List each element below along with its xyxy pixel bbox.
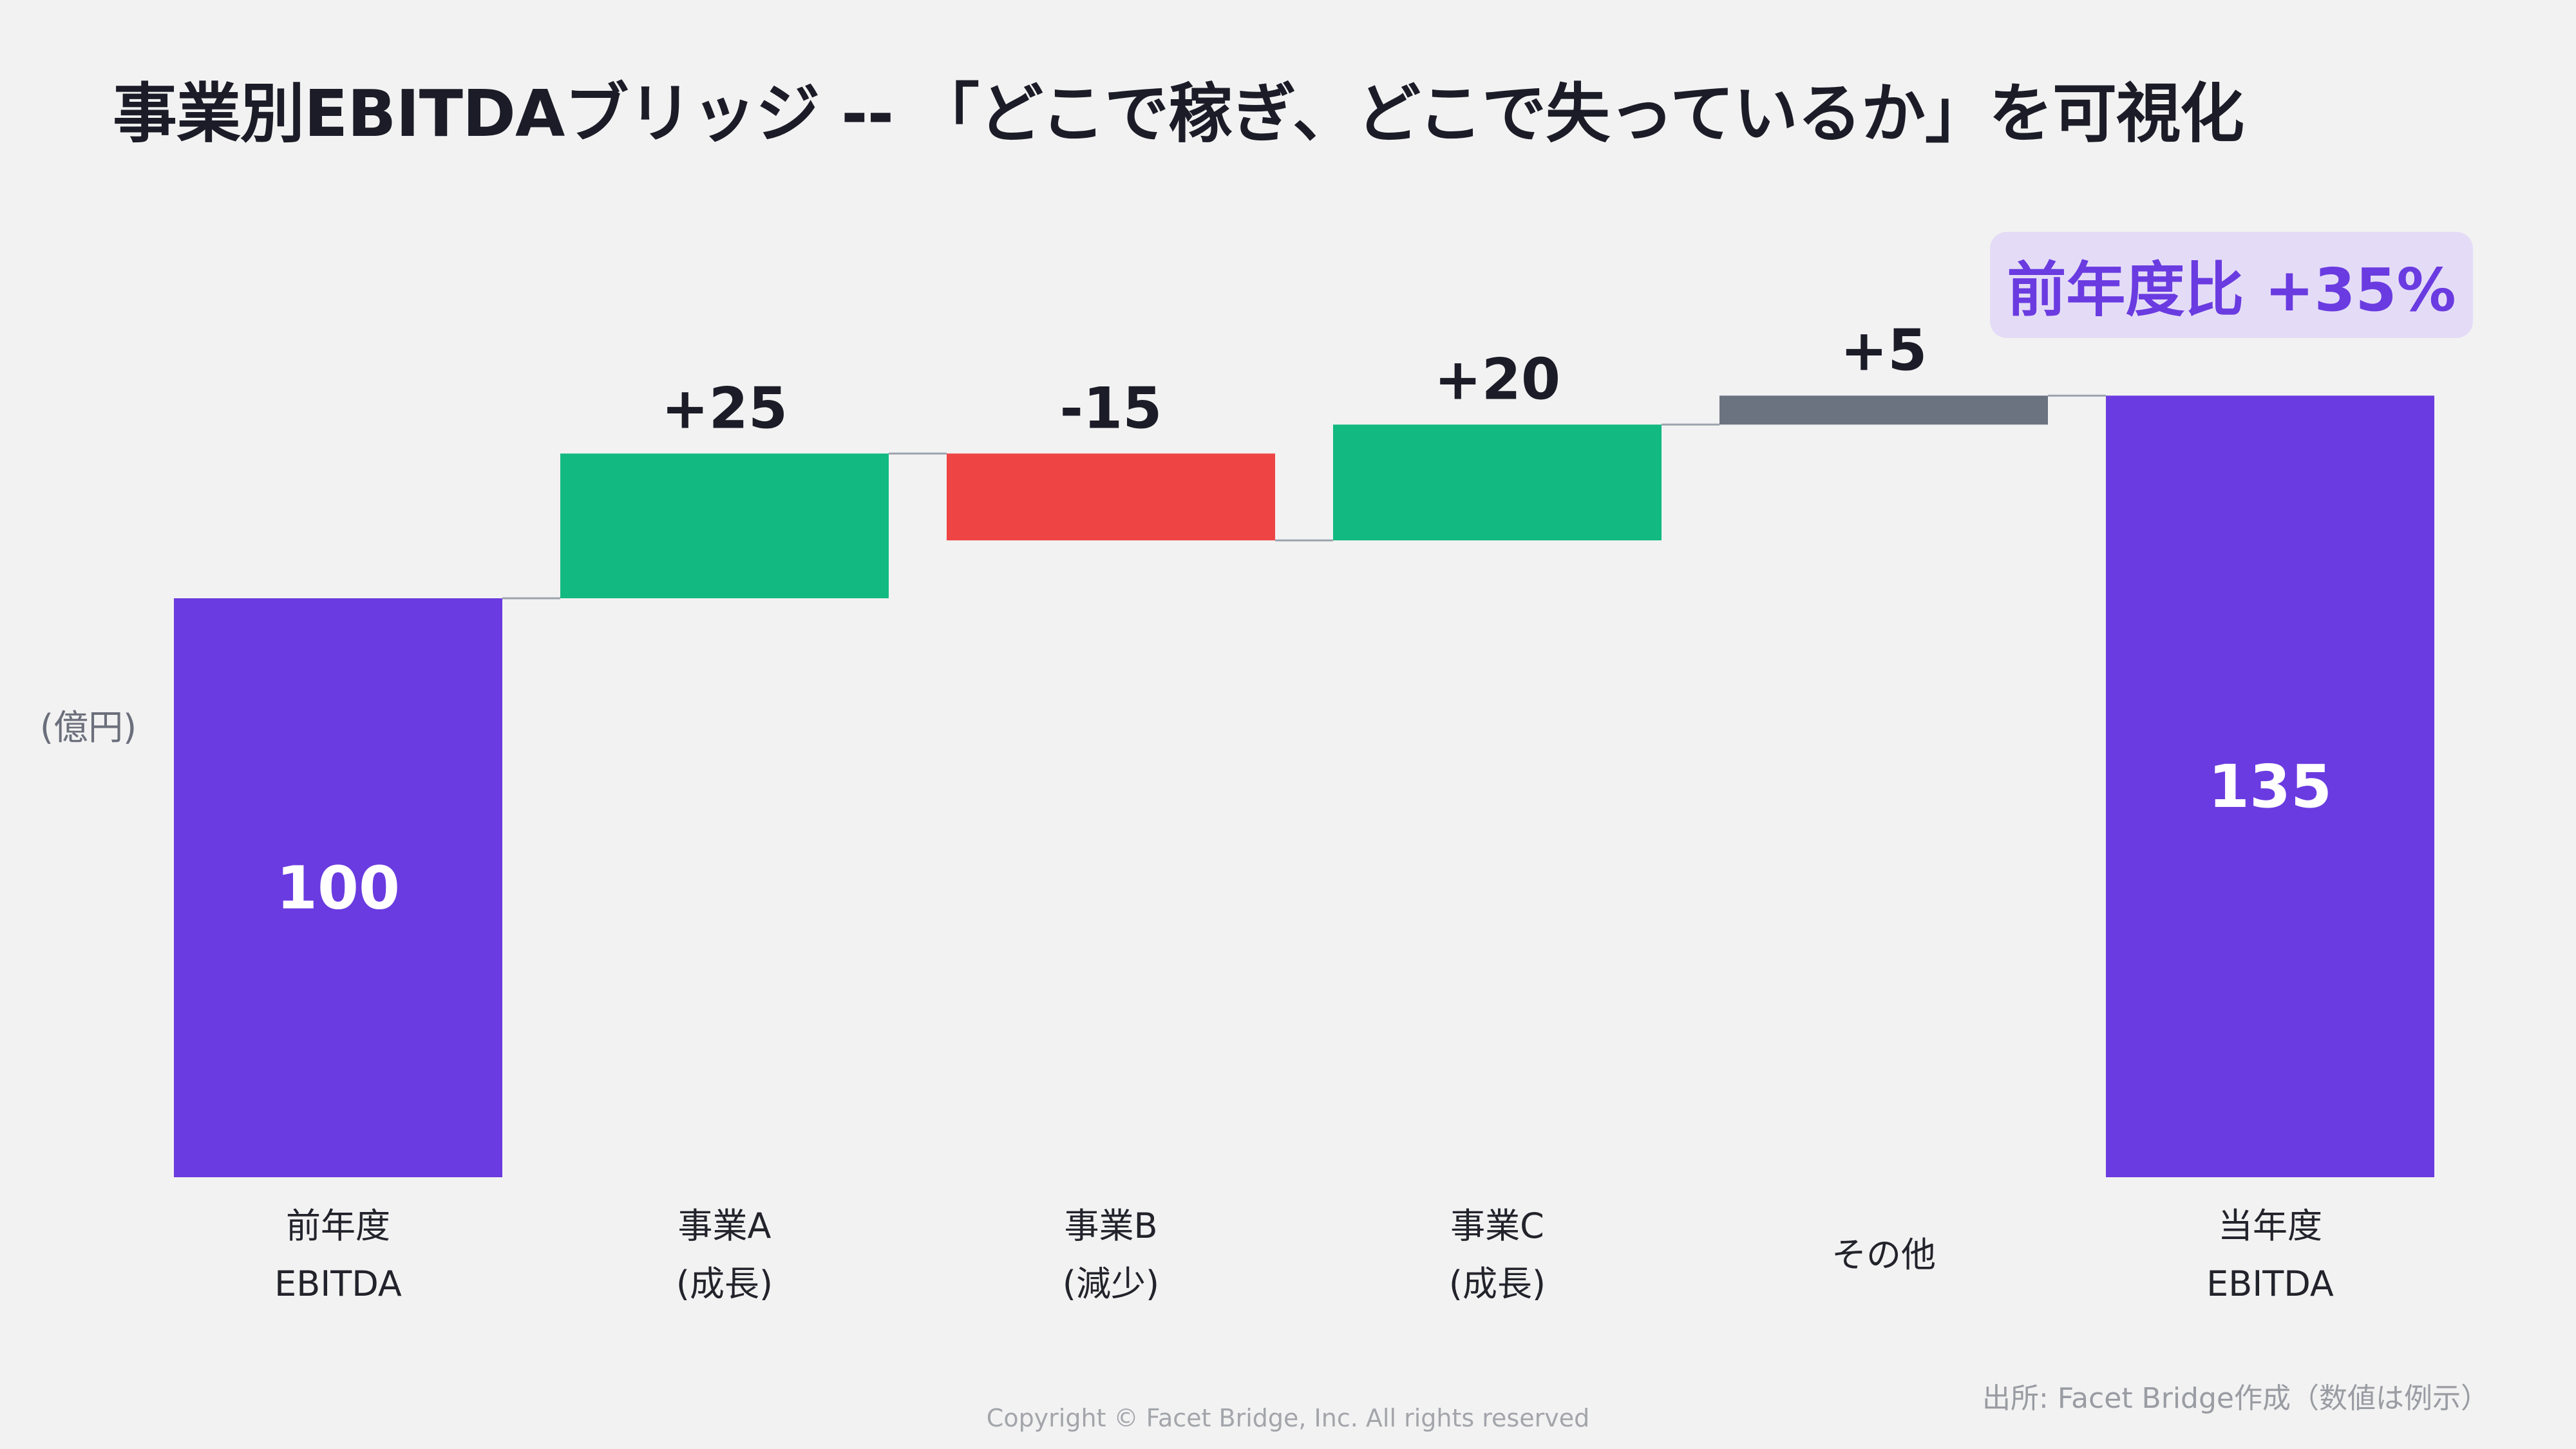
category-label-3-line-2: (減少) xyxy=(1063,1264,1159,1304)
value-label-2: +25 xyxy=(661,375,788,441)
bar-6 xyxy=(2106,395,2434,1177)
yoy-badge: 前年度比 +35% xyxy=(1990,232,2473,338)
bar-5 xyxy=(1719,395,2048,425)
value-label-5: +5 xyxy=(1841,317,1927,383)
unit-label: (億円) xyxy=(40,707,137,748)
value-label-4: +20 xyxy=(1434,346,1560,412)
source-note: 出所: Facet Bridge作成（数値は例示） xyxy=(1982,1382,2489,1415)
category-label-6-line-2: EBITDA xyxy=(2206,1264,2334,1304)
bar-1 xyxy=(174,598,502,1177)
category-label-1-line-1: 前年度 xyxy=(286,1206,390,1246)
value-label-1: 100 xyxy=(276,854,400,923)
category-label-1-line-2: EBITDA xyxy=(274,1264,402,1304)
category-label-4-line-1: 事業C xyxy=(1450,1206,1544,1246)
category-label-3-line-1: 事業B xyxy=(1064,1206,1157,1246)
value-label-3: -15 xyxy=(1060,375,1162,441)
page-title: 事業別EBITDAブリッジ -- 「どこで稼ぎ、どこで失っているか」を可視化 xyxy=(113,76,2244,151)
category-label-6-line-1: 当年度 xyxy=(2218,1206,2322,1246)
bar-3 xyxy=(947,453,1275,541)
bar-4 xyxy=(1333,424,1662,541)
category-label-5-line-1: その他 xyxy=(1832,1235,1936,1275)
value-label-6: 135 xyxy=(2208,752,2332,821)
category-label-2-line-2: (成長) xyxy=(676,1264,773,1304)
category-label-2-line-1: 事業A xyxy=(678,1206,772,1246)
category-label-4-line-2: (成長) xyxy=(1449,1264,1546,1304)
bar-2 xyxy=(560,453,889,598)
copyright-text: Copyright © Facet Bridge, Inc. All right… xyxy=(986,1404,1590,1432)
